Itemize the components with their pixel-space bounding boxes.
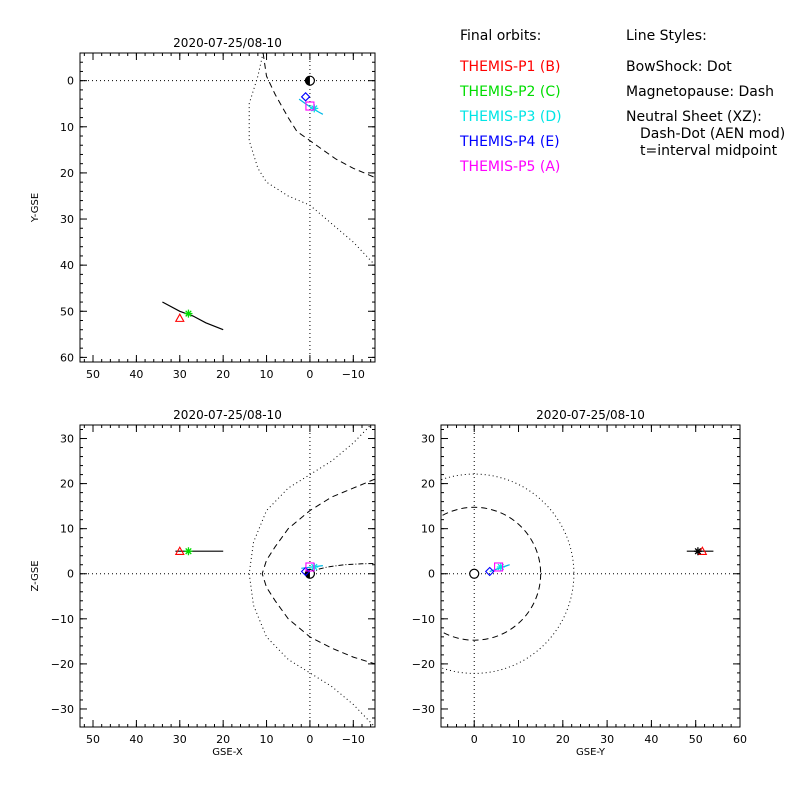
y-tick-label: 0 <box>67 568 74 581</box>
magnetopause-circle <box>441 506 542 641</box>
plot-frame <box>440 424 741 728</box>
x-tick-label: 60 <box>733 733 747 746</box>
panel-1: 2020-07-25/08-10 50 40 30 20 10 0 −10 0 10 20 30 40 5… <box>30 36 376 381</box>
bow-shock-circle <box>441 473 575 674</box>
y-tick-label: 30 <box>60 433 74 446</box>
magnetopause-line <box>261 478 375 665</box>
legend-probe-label: THEMIS-P1 (B) <box>459 59 560 75</box>
legend-probe-label: THEMIS-P4 (E) <box>459 134 560 150</box>
y-tick-label: 10 <box>60 523 74 536</box>
legend-orbits-title: Final orbits: <box>460 28 541 44</box>
x-tick-label: 50 <box>86 733 100 746</box>
legend-styles-title: Line Styles: <box>626 28 707 44</box>
legend: Final orbits: THEMIS-P1 (B) THEMIS-P2 (C) T… <box>459 28 785 175</box>
x-tick-label: 0 <box>306 368 313 381</box>
legend-style-label: Dash-Dot (AEN mod) <box>640 126 785 142</box>
y-tick-label: 30 <box>421 433 435 446</box>
earth-night-side <box>305 76 310 86</box>
x-axis-label: GSE-Y <box>576 747 606 758</box>
legend-probe-label: THEMIS-P2 (C) <box>459 84 561 100</box>
x-tick-label: 40 <box>129 733 143 746</box>
x-tick-label: 30 <box>173 368 187 381</box>
x-tick-label: 0 <box>471 733 478 746</box>
marker-p2 <box>693 547 702 556</box>
x-tick-label: 10 <box>260 733 274 746</box>
x-axis-label: GSE-X <box>212 747 243 758</box>
y-tick-label: 0 <box>67 75 74 88</box>
y-tick-label: −30 <box>412 703 435 716</box>
orbit-track-inner <box>298 98 324 115</box>
magnetopause-line <box>262 53 375 178</box>
x-tick-label: 10 <box>260 368 274 381</box>
y-tick-label: 60 <box>60 351 74 364</box>
panel-2: 2020-07-25/08-10 50 40 30 20 10 0 −10 30 20 10 0 −10… <box>30 408 376 758</box>
marker-p5 <box>494 562 504 572</box>
marker-p1 <box>174 546 185 555</box>
y-tick-label: −10 <box>412 613 435 626</box>
x-tick-label: 20 <box>216 368 230 381</box>
x-tick-label: 30 <box>173 733 187 746</box>
legend-style-label: Neutral Sheet (XZ): <box>626 109 762 125</box>
marker-p4 <box>300 566 311 577</box>
chart-title: 2020-07-25/08-10 <box>173 36 282 50</box>
x-tick-label: 40 <box>129 368 143 381</box>
y-tick-label: 30 <box>60 213 74 226</box>
plot-area <box>441 425 740 727</box>
chart-title: 2020-07-25/08-10 <box>536 408 645 422</box>
x-tick-label: −10 <box>342 733 365 746</box>
marker-p1 <box>174 313 185 322</box>
x-tick-label: −10 <box>342 368 365 381</box>
y-tick-label: 0 <box>428 568 435 581</box>
x-tick-label: 50 <box>86 368 100 381</box>
legend-probe-label: THEMIS-P5 (A) <box>459 159 560 175</box>
marker-p5 <box>305 562 315 572</box>
x-tick-label: 40 <box>644 733 658 746</box>
y-tick-label: 10 <box>421 523 435 536</box>
marker-p4 <box>300 92 311 102</box>
y-tick-label: 20 <box>60 478 74 491</box>
y-tick-label: −10 <box>51 613 74 626</box>
y-tick-label: 10 <box>60 121 74 134</box>
legend-style-label: Magnetopause: Dash <box>626 84 774 100</box>
plot-area <box>80 53 375 362</box>
marker-p5 <box>305 101 315 111</box>
x-tick-label: 20 <box>216 733 230 746</box>
y-axis-label: Z-GSE <box>30 560 41 591</box>
y-tick-label: −20 <box>412 658 435 671</box>
x-tick-label: 0 <box>306 733 313 746</box>
y-axis-label: Y-GSE <box>30 193 41 223</box>
marker-p4 <box>484 566 495 577</box>
y-tick-label: 20 <box>421 478 435 491</box>
legend-style-label: t=interval midpoint <box>640 143 778 159</box>
plot-frame <box>79 424 376 728</box>
orbit-track <box>162 301 224 331</box>
legend-probe-label: THEMIS-P3 (D) <box>459 109 562 125</box>
marker-p2 <box>184 547 193 556</box>
marker-p2 <box>184 309 193 318</box>
y-tick-label: −30 <box>51 703 74 716</box>
plot-area <box>80 425 375 727</box>
x-tick-label: 20 <box>556 733 570 746</box>
y-tick-label: 50 <box>60 305 74 318</box>
x-tick-label: 10 <box>512 733 526 746</box>
bow-shock-line <box>248 425 375 727</box>
marker-p3 <box>496 562 505 571</box>
chart-title: 2020-07-25/08-10 <box>173 408 282 422</box>
earth-symbol <box>469 568 480 579</box>
x-tick-label: 30 <box>600 733 614 746</box>
y-tick-label: −20 <box>51 658 74 671</box>
neutral-sheet-line <box>309 562 375 575</box>
legend-style-label: BowShock: Dot <box>626 59 732 75</box>
y-tick-label: 40 <box>60 259 74 272</box>
panel-3: 2020-07-25/08-10 0 10 20 30 40 50 60 30 20 10 0 −10 −… <box>412 408 747 758</box>
plot-frame <box>79 52 376 363</box>
x-tick-label: 50 <box>689 733 703 746</box>
y-tick-label: 20 <box>60 167 74 180</box>
